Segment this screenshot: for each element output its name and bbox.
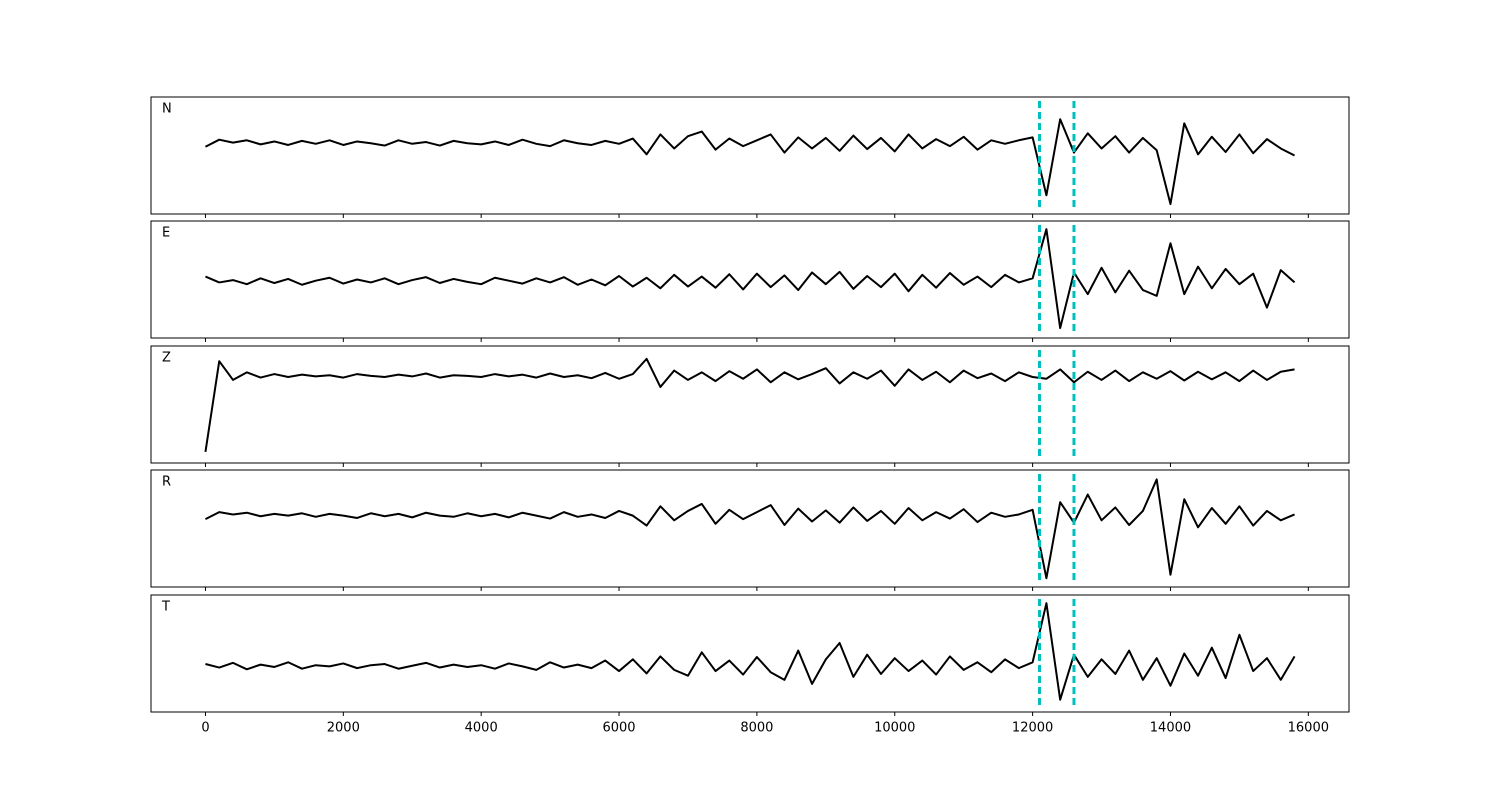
x-tick-label: 6000 <box>602 721 635 736</box>
panel-label: Z <box>162 351 171 366</box>
x-tick-label: 0 <box>201 721 209 736</box>
trace <box>204 478 1295 580</box>
x-tick-label: 8000 <box>740 721 773 736</box>
x-tick-label: 10000 <box>874 721 915 736</box>
trace <box>205 228 1296 330</box>
x-tick-label: 16000 <box>1288 721 1329 736</box>
x-tick-label: 4000 <box>465 721 498 736</box>
x-tick-label: 14000 <box>1150 721 1191 736</box>
panel-frame <box>150 469 1350 588</box>
panel-frame <box>150 220 1350 339</box>
trace <box>204 357 1295 453</box>
panel-label: T <box>161 600 170 615</box>
x-tick-label: 12000 <box>1012 721 1053 736</box>
panel-frame <box>150 594 1350 713</box>
panel-frame <box>150 96 1350 215</box>
x-tick-label: 2000 <box>327 721 360 736</box>
panel-label: R <box>162 475 171 490</box>
panel-label: N <box>162 102 172 117</box>
trace <box>204 118 1296 206</box>
trace <box>205 602 1296 701</box>
panel-label: E <box>162 226 170 241</box>
panel-frame <box>150 345 1350 464</box>
